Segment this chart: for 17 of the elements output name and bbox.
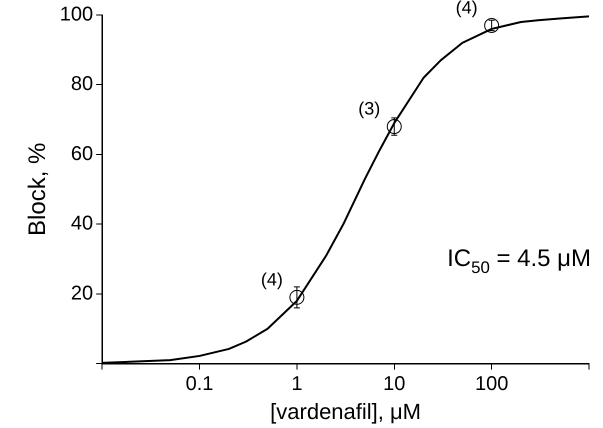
annotation: (4) (260, 269, 283, 290)
point (484, 18, 500, 33)
y-tick-label: 40 (70, 212, 94, 235)
y-tick-label: 60 (70, 142, 94, 165)
x-tick-label: 1 (291, 373, 302, 396)
y-tick-label: 80 (70, 73, 94, 96)
y-tick-label: 20 (70, 282, 94, 304)
x-axis-title: [vardenafil], μM (270, 398, 422, 424)
point (289, 290, 304, 305)
x-tick-label: 0.1 (186, 373, 214, 396)
x-tick-label: 100 (474, 373, 508, 396)
annotation: (4) (456, 0, 478, 18)
y-tick-label: 100 (60, 4, 94, 26)
annotation: (3) (358, 98, 380, 119)
point (386, 119, 402, 134)
y-axis-title: Block, % (24, 142, 52, 236)
x-tick-label: 10 (383, 373, 406, 396)
